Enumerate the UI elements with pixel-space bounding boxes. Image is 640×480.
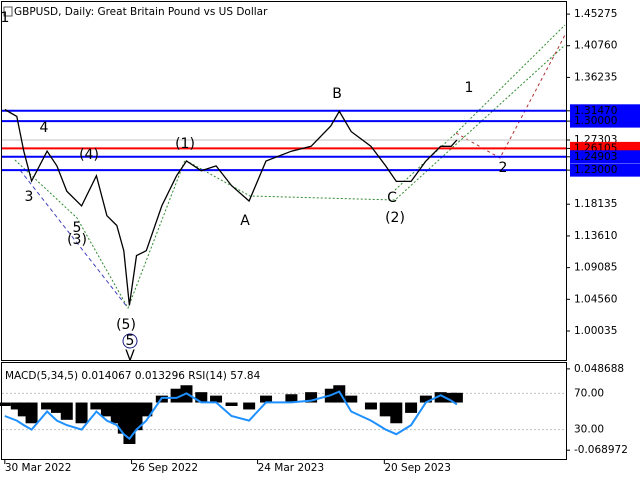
macd-bar xyxy=(364,402,377,410)
x-tick-label: 20 Sep 2023 xyxy=(384,462,451,474)
price-panel-frame xyxy=(1,1,567,361)
macd-bar xyxy=(195,392,208,403)
macd-bar xyxy=(379,402,392,417)
macd-bar xyxy=(90,402,103,410)
y-tick-highlight xyxy=(570,104,640,118)
macd-bar xyxy=(225,402,238,406)
macd-bar xyxy=(390,402,403,424)
macd-bar xyxy=(10,402,23,410)
indicator-title: MACD(5,34,5) 0.014067 0.013296 RSI(14) 5… xyxy=(5,370,261,382)
wave-label: (1) xyxy=(175,136,195,152)
wave-line xyxy=(394,24,566,191)
wave-label: (3) xyxy=(67,232,87,248)
macd-bar xyxy=(25,402,38,424)
price-line xyxy=(4,108,458,306)
macd-bar xyxy=(75,402,88,424)
chart-title: GBPUSD, Daily: Great Britain Pound vs US… xyxy=(14,6,268,18)
wave-line xyxy=(455,34,566,159)
macd-bar xyxy=(130,402,143,431)
y-tick-label: 1.23000 xyxy=(574,164,617,176)
y-tick-label: 1.30000 xyxy=(574,115,617,127)
wave-label: 3 xyxy=(25,189,34,205)
wave-label: 4 xyxy=(40,120,49,136)
wave-label: 1 xyxy=(465,80,474,96)
y-tick-label: 1.40760 xyxy=(574,40,617,52)
macd-bar xyxy=(0,402,11,406)
y-tick-label: 0.048688 xyxy=(574,363,624,375)
y2-tick-label: 70.00 xyxy=(574,387,604,399)
y-tick-label: 1.36235 xyxy=(574,71,617,83)
wave-line xyxy=(14,44,566,310)
macd-bar xyxy=(100,402,113,417)
macd-bar xyxy=(50,402,63,413)
macd-bar xyxy=(450,392,463,403)
y-tick-label: 1.45275 xyxy=(574,8,617,20)
wave-label: 1 xyxy=(1,10,10,26)
wave-circle xyxy=(122,333,138,349)
y-tick-label: 1.09085 xyxy=(574,262,617,274)
y-tick-label: 1.24903 xyxy=(574,151,617,163)
macd-bar xyxy=(210,395,223,403)
macd-bar xyxy=(60,402,73,420)
wave-label: A xyxy=(240,213,250,229)
macd-bar xyxy=(285,394,298,403)
wave-label: 5 xyxy=(73,220,82,236)
y-tick-label: 1.31470 xyxy=(574,105,617,117)
y-tick-label: 1.04560 xyxy=(574,293,617,305)
macd-bar xyxy=(419,395,432,403)
y-tick-label: -0.068972 xyxy=(574,444,628,456)
wave-label: (4) xyxy=(79,147,99,163)
wave-label: 2 xyxy=(499,160,508,176)
macd-bar xyxy=(434,392,447,403)
macd-bar xyxy=(305,392,318,403)
y2-tick-label: 30.00 xyxy=(574,424,604,436)
wave-label: (5) xyxy=(116,317,136,333)
plot: GBPUSD, Daily: Great Britain Pound vs US… xyxy=(0,6,640,474)
wave-label: B xyxy=(332,86,342,102)
y-tick-highlight xyxy=(570,163,640,177)
y-tick-label: 1.00035 xyxy=(574,325,617,337)
y-tick-label: 1.13610 xyxy=(574,230,617,242)
wave-projections xyxy=(14,24,566,310)
y-tick-label: 1.18135 xyxy=(574,198,617,210)
macd-bar xyxy=(170,388,183,403)
macd-bar xyxy=(243,402,256,410)
y-tick-highlight xyxy=(570,150,640,164)
indicator-panel-frame xyxy=(1,362,567,460)
wave-label: V xyxy=(125,348,135,364)
y-tick-highlight xyxy=(570,114,640,128)
macd-bar xyxy=(345,395,358,403)
wave-label: C xyxy=(387,190,397,206)
macd-bar xyxy=(405,402,418,413)
x-tick-label: 26 Sep 2022 xyxy=(132,462,199,474)
rsi-line xyxy=(4,390,458,441)
wave-label: (2) xyxy=(385,210,405,226)
wave-label: 5 xyxy=(126,333,135,349)
symbol-icon xyxy=(3,6,13,17)
macd-bar xyxy=(41,402,54,410)
wave-line xyxy=(19,169,129,309)
macd-bar xyxy=(260,395,273,403)
x-tick-label: 24 Mar 2023 xyxy=(258,462,325,474)
macd-bar xyxy=(140,402,153,417)
x-tick-label: 30 Mar 2022 xyxy=(5,462,72,474)
